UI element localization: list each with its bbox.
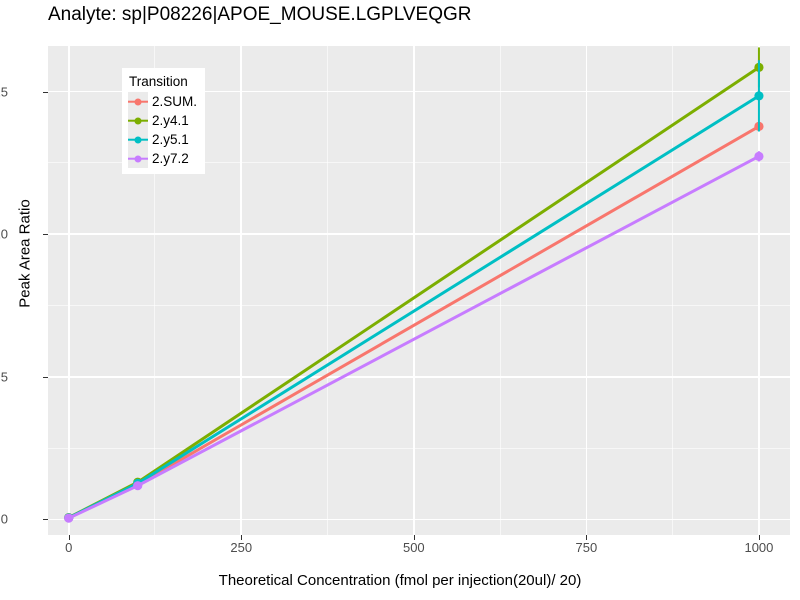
gridline-y-minor [48,162,790,164]
gridline-x-major [240,46,243,535]
gridline-x-minor [327,46,329,535]
data-point [64,513,74,523]
legend-items: 2.SUM. 2.y4.1 2.y5.1 2.y7.2 [128,92,197,168]
y-tick-label: 0 [0,511,8,527]
x-tick-mark [68,535,70,540]
y-tick-label: 15 [0,84,8,100]
y-tick-label: 5 [0,369,8,385]
x-tick-label: 0 [65,540,73,555]
legend-item-label: 2.y7.2 [152,151,189,166]
gridline-x-major [758,46,760,535]
gridline-y-minor [48,447,790,449]
x-tick-mark [241,535,243,540]
y-tick-mark [43,234,48,236]
x-tick-mark [758,535,760,540]
gridline-y-major [48,233,790,235]
legend-key-icon [128,130,148,149]
data-layer [64,47,764,523]
gridline-x-minor [672,46,674,535]
gridline-x-major [413,46,415,535]
data-point [133,481,143,491]
x-tick-mark [413,535,415,540]
data-point [754,151,764,161]
legend: Transition 2.SUM. 2.y4.1 2.y5.1 2.y7.2 [122,68,206,174]
legend-item-label: 2.y5.1 [152,132,189,147]
gridline-x-minor [499,46,501,535]
y-tick-mark [43,376,48,378]
y-tick-mark [43,519,48,521]
y-tick-label: 10 [0,226,8,242]
x-tick-label: 1000 [744,540,774,555]
legend-key-icon [128,111,148,130]
page-title: Analyte: sp|P08226|APOE_MOUSE.LGPLVEQGR [48,4,472,25]
gridline-y-major [48,375,790,378]
x-axis-title: Theoretical Concentration (fmol per inje… [218,572,582,589]
legend-title: Transition [129,74,188,89]
x-tick-label: 250 [230,540,253,555]
legend-item-2.y4.1[interactable]: 2.y4.1 [128,111,197,130]
legend-item-label: 2.SUM. [152,94,198,109]
legend-item-label: 2.y4.1 [152,113,189,128]
legend-item-2.y7.2[interactable]: 2.y7.2 [128,149,197,168]
x-tick-mark [586,535,588,540]
legend-item-2.SUM.[interactable]: 2.SUM. [128,92,197,111]
legend-key-icon [128,92,148,111]
legend-item-2.y5.1[interactable]: 2.y5.1 [128,130,197,149]
gridline-y-minor [48,304,790,306]
gridline-y-major [48,518,790,521]
legend-key-icon [128,149,148,168]
gridline-y-major [48,90,790,93]
x-tick-label: 500 [402,540,425,555]
x-tick-label: 750 [575,540,598,555]
gridline-x-major [585,46,588,535]
y-axis-title: Peak Area Ratio [16,199,34,308]
series-2.y7.2 [64,151,764,523]
y-tick-mark [43,91,48,93]
gridline-x-major [67,46,70,535]
data-point [754,91,764,101]
gridline-x-minor [154,46,156,535]
